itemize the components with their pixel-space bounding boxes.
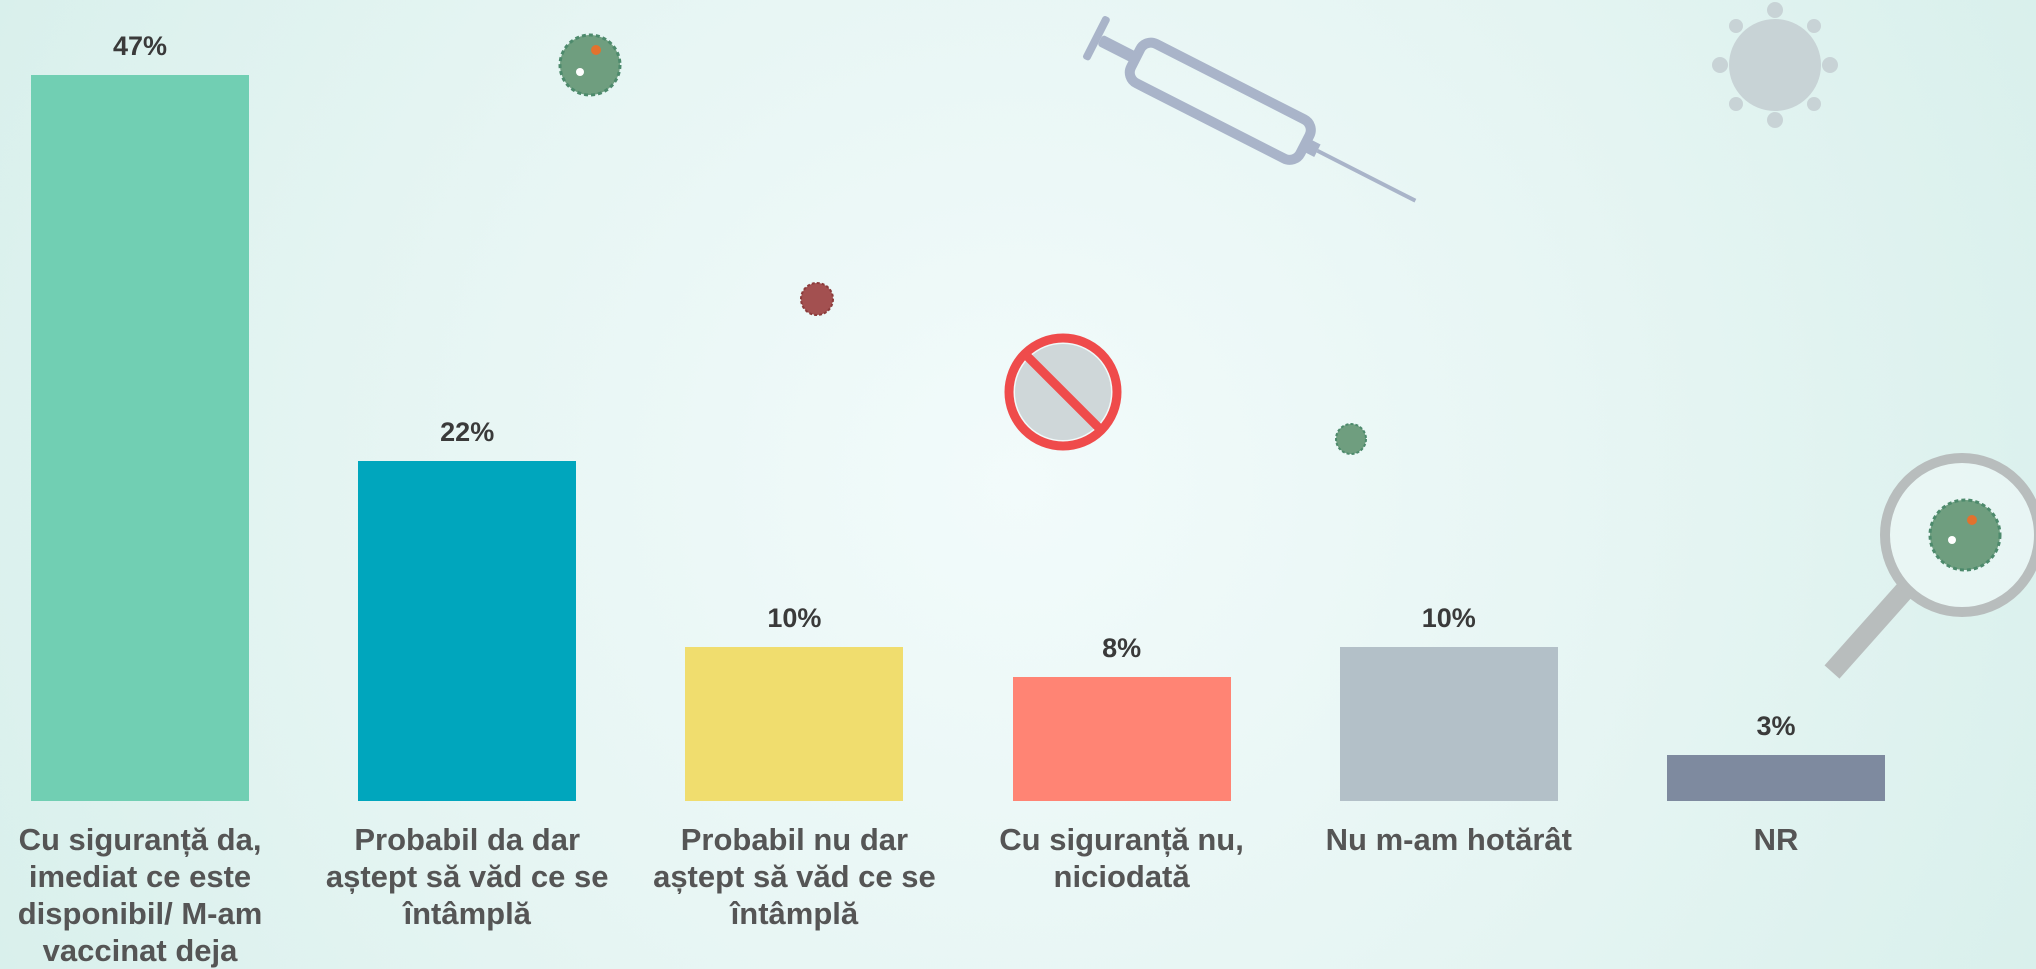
value-label: 10% xyxy=(767,602,822,633)
bar xyxy=(358,461,577,801)
syringe xyxy=(1083,16,1417,203)
category-label: Cu siguranță da, imediat ce este disponi… xyxy=(17,822,263,968)
no-virus-sign xyxy=(1004,333,1122,451)
virus-green xyxy=(558,33,1367,455)
magnifier xyxy=(1824,453,2036,679)
virus-red xyxy=(800,282,834,316)
bar xyxy=(1339,646,1558,801)
category-label: NR xyxy=(1753,822,1799,857)
category-label: Cu siguranță nu, niciodată xyxy=(999,822,1244,894)
bar xyxy=(31,75,249,801)
value-label: 3% xyxy=(1756,710,1796,741)
virus-grey xyxy=(1712,2,1838,128)
category-label: Probabil da dar aștept să văd ce se întâ… xyxy=(325,822,609,931)
value-label: 10% xyxy=(1421,602,1476,633)
bar xyxy=(1012,677,1231,801)
category-label: Nu m-am hotărât xyxy=(1325,822,1572,857)
bar xyxy=(1667,754,1885,801)
value-label: 8% xyxy=(1102,633,1142,664)
bar xyxy=(685,646,904,801)
category-label: Probabil nu dar aștept să văd ce se întâ… xyxy=(653,822,936,931)
value-label: 22% xyxy=(440,417,495,448)
value-label: 47% xyxy=(112,31,168,62)
